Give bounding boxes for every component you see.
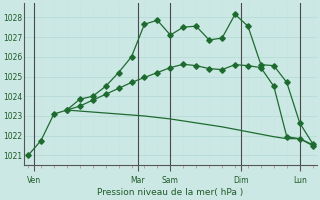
X-axis label: Pression niveau de la mer( hPa ): Pression niveau de la mer( hPa ) — [97, 188, 244, 197]
